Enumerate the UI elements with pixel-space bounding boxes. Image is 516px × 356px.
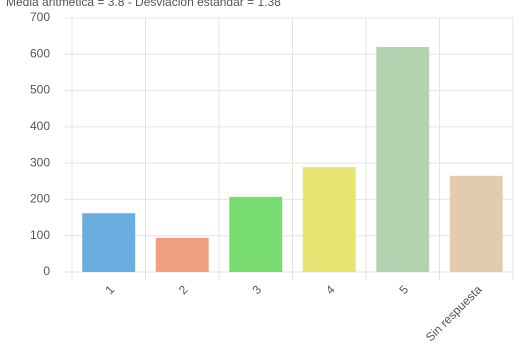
y-tick-label: 700 xyxy=(30,10,50,24)
y-tick-label: 300 xyxy=(30,155,50,169)
y-tick-label: 200 xyxy=(30,192,50,206)
chart-subtitle: Media aritmética = 3.8 - Desviación está… xyxy=(6,0,281,9)
y-tick-label: 100 xyxy=(30,228,50,242)
x-tick-label: 3 xyxy=(249,282,264,297)
bar xyxy=(376,47,430,273)
y-tick-label: 0 xyxy=(43,264,50,278)
x-tick-label: 2 xyxy=(176,282,191,297)
x-tick-label: 4 xyxy=(323,282,338,297)
bar xyxy=(302,167,356,272)
y-tick-label: 500 xyxy=(30,83,50,97)
x-tick-label: 5 xyxy=(396,282,411,297)
y-tick-label: 400 xyxy=(30,119,50,133)
y-tick-label: 600 xyxy=(30,46,50,60)
bar xyxy=(155,237,209,272)
bar xyxy=(229,196,283,272)
bar xyxy=(449,175,503,272)
x-tick-label: 1 xyxy=(102,282,117,297)
bar xyxy=(82,213,136,272)
x-tick-label: Sin respuesta xyxy=(423,282,485,344)
